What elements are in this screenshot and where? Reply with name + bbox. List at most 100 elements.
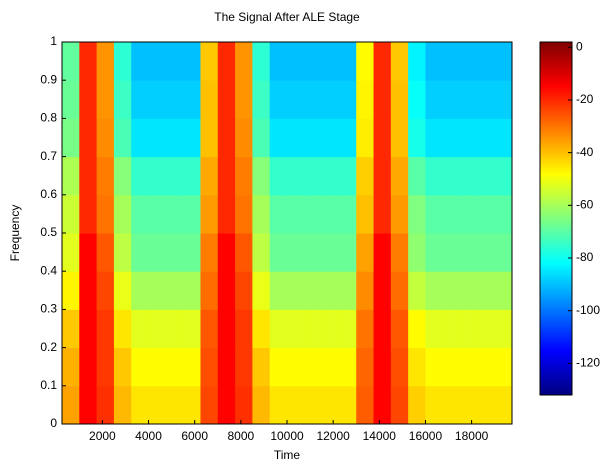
cell (425, 385, 444, 425)
cell (287, 385, 305, 425)
cell (408, 118, 426, 158)
cell (356, 233, 375, 272)
cell (269, 309, 288, 349)
cell (235, 156, 253, 196)
cell (252, 42, 271, 81)
cell (269, 233, 288, 272)
cell (390, 233, 409, 272)
cell (217, 42, 236, 81)
cell (165, 194, 184, 234)
cell (183, 118, 201, 158)
y-tick-label: 0.1 (40, 378, 57, 392)
colorbar-tick-label: -20 (576, 92, 594, 106)
cell (217, 347, 236, 387)
cell (113, 118, 132, 158)
colorbar (539, 41, 573, 396)
cell (269, 42, 288, 81)
cell (373, 118, 392, 158)
y-tick-label: 0.4 (40, 263, 57, 277)
cell (200, 156, 219, 196)
cell (338, 156, 357, 196)
cell (148, 156, 167, 196)
cell (269, 385, 288, 425)
cell (235, 233, 253, 272)
cell (131, 42, 150, 81)
cell (79, 309, 98, 349)
cell (390, 385, 409, 425)
y-tick-label: 0.9 (40, 72, 57, 86)
y-tick-label: 0.7 (40, 149, 57, 163)
cell (494, 347, 513, 387)
cell (408, 42, 426, 81)
cell (494, 156, 513, 196)
cell (373, 80, 392, 119)
cell (131, 233, 150, 272)
cell (390, 309, 409, 349)
cell (235, 80, 253, 119)
cell (252, 118, 271, 158)
x-tick-label: 16000 (409, 429, 443, 443)
cell (304, 271, 323, 310)
x-tick-label: 8000 (227, 429, 254, 443)
x-axis-label: Time (274, 448, 301, 462)
cell (79, 233, 98, 272)
cell (96, 233, 115, 272)
cell (269, 271, 288, 310)
cell (79, 156, 98, 196)
cell (408, 233, 426, 272)
cell (321, 347, 340, 387)
cell (200, 118, 219, 158)
cell (304, 156, 323, 196)
cell (113, 80, 132, 119)
cell (304, 347, 323, 387)
cell (304, 194, 323, 234)
cell (321, 80, 340, 119)
cell (460, 271, 478, 310)
cell (217, 233, 236, 272)
cell (390, 118, 409, 158)
cell (321, 42, 340, 81)
y-tick-label: 0.5 (40, 225, 57, 239)
cell (356, 156, 375, 196)
cell (477, 118, 496, 158)
cell (183, 347, 201, 387)
colorbar-tick-label: 0 (576, 39, 583, 53)
cell (321, 309, 340, 349)
cell (148, 271, 167, 310)
cell (425, 80, 444, 119)
colorbar-tick-label: -80 (576, 250, 594, 264)
cell (200, 80, 219, 119)
cell (373, 42, 392, 81)
cell (148, 385, 167, 425)
cell (356, 194, 375, 234)
cell (96, 156, 115, 196)
cell (62, 42, 80, 81)
cell (460, 347, 478, 387)
cell (338, 42, 357, 81)
cell (356, 271, 375, 310)
cell (269, 80, 288, 119)
cell (217, 194, 236, 234)
cell (425, 118, 444, 158)
cell (96, 42, 115, 81)
cell (148, 118, 167, 158)
cell (113, 271, 132, 310)
cell (165, 347, 184, 387)
cell (183, 271, 201, 310)
cell (183, 309, 201, 349)
cell (477, 309, 496, 349)
cell (252, 271, 271, 310)
x-tick-label: 4000 (135, 429, 162, 443)
cell (62, 271, 80, 310)
cell (96, 309, 115, 349)
cell (287, 80, 305, 119)
cell (200, 347, 219, 387)
cell (96, 271, 115, 310)
cell (425, 271, 444, 310)
cell (425, 156, 444, 196)
cell (62, 385, 80, 425)
y-tick-label: 0 (50, 416, 57, 430)
cell (62, 347, 80, 387)
colorbar-tick-label: -120 (576, 356, 600, 370)
cell (131, 309, 150, 349)
